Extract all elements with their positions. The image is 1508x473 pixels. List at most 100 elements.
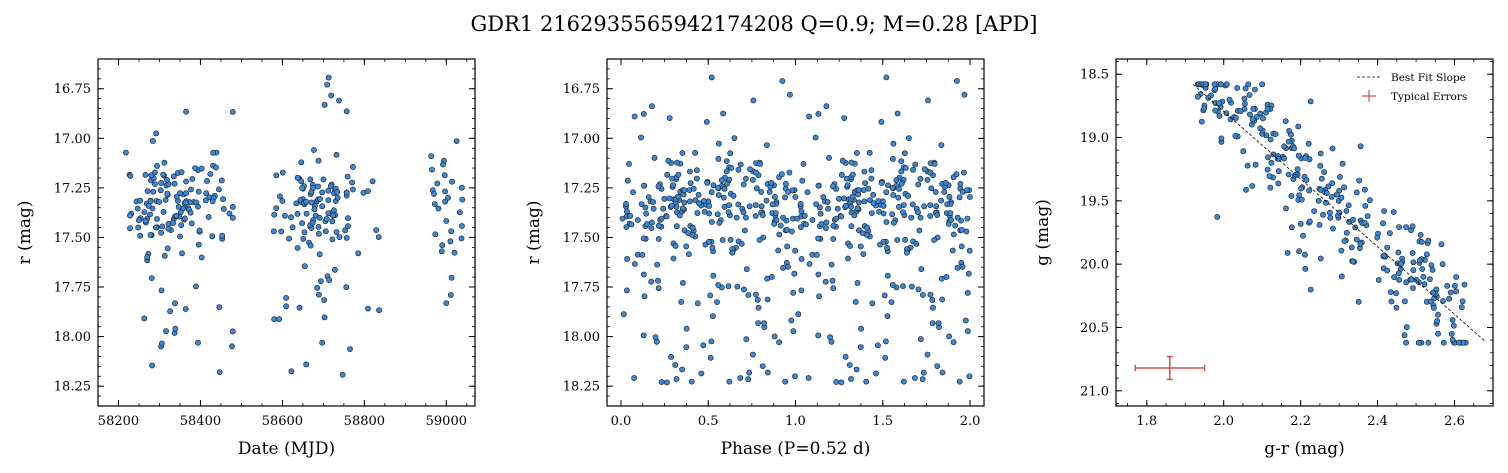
data-point [142,171,149,178]
data-point [895,194,902,201]
data-point [965,328,971,335]
data-point [701,208,708,215]
data-point [844,182,851,188]
data-point [768,179,775,186]
data-point [1272,131,1279,137]
data-point [883,219,890,225]
data-point [1447,289,1454,296]
data-point [1321,169,1327,175]
data-point [1302,155,1309,161]
data-point [343,108,350,115]
data-point [1393,304,1400,311]
data-point [135,224,142,231]
data-point [317,278,324,284]
y-axis-label: r (mag) [15,201,35,265]
data-point [688,378,695,385]
data-point [1202,81,1209,88]
data-point [1395,249,1402,256]
data-point [1318,175,1325,182]
x-tick-label: 2.0 [1213,414,1234,429]
data-point [798,224,804,230]
data-point [1430,289,1436,296]
data-point [743,175,749,182]
data-point [776,339,782,346]
data-point [909,201,916,208]
y-tick-label: 17.75 [563,281,600,296]
data-point [846,362,853,368]
data-point [898,158,905,164]
data-point [784,226,790,233]
data-point [300,235,307,242]
legend-label: Best Fit Slope [1391,72,1466,84]
data-point [1242,100,1248,107]
data-point [764,296,771,303]
data-point [654,338,660,345]
data-point [288,368,295,375]
data-point [376,307,382,314]
data-point [458,235,465,242]
data-point [894,237,901,243]
data-point [137,197,144,204]
data-point [918,266,925,273]
data-point [1327,214,1334,221]
data-point [218,177,225,184]
data-point [854,205,861,212]
data-point [727,236,734,243]
data-point [1291,145,1297,152]
data-point [928,185,935,192]
data-point [878,179,885,186]
data-point [850,171,856,178]
data-point [301,263,308,270]
data-point [336,234,343,240]
data-point [913,240,920,247]
data-point [803,221,809,228]
data-point [857,344,864,350]
data-point [934,363,941,369]
y-tick-label: 20.5 [1080,321,1109,336]
data-point [904,249,910,256]
data-point [939,296,945,303]
data-point [775,247,782,254]
data-point [1357,143,1364,150]
data-point [442,198,448,205]
data-point [205,214,212,220]
data-point [966,247,973,254]
data-point [325,197,332,204]
data-point [1430,304,1437,311]
data-point [683,344,690,350]
data-point [342,227,348,234]
data-point [1410,259,1417,266]
y-tick-label: 17.25 [563,181,600,196]
data-point [299,220,305,227]
x-tick-label: 58800 [344,414,385,429]
data-point [1434,318,1441,324]
data-point [884,313,891,320]
data-point [319,339,326,346]
data-point [792,247,799,254]
data-point [429,166,435,173]
data-point [177,209,184,216]
y-tick-label: 18.00 [563,330,600,345]
data-point [210,149,216,156]
x-tick-label: 59000 [426,414,467,429]
data-point [343,234,350,241]
data-point [765,369,771,376]
data-point [1307,286,1314,293]
data-point [737,375,744,381]
data-point [229,214,236,221]
data-point [859,230,866,236]
data-point [355,250,362,257]
data-point [1453,288,1459,295]
data-point [848,159,855,166]
data-point [1448,330,1455,337]
data-point [373,227,380,233]
data-point [648,278,655,285]
data-point [333,151,340,158]
data-point [339,371,346,378]
data-point [1275,180,1282,187]
data-point [668,202,675,209]
data-point [890,192,897,198]
data-point [1211,81,1218,88]
data-point [1234,85,1241,91]
data-point [1339,160,1346,167]
